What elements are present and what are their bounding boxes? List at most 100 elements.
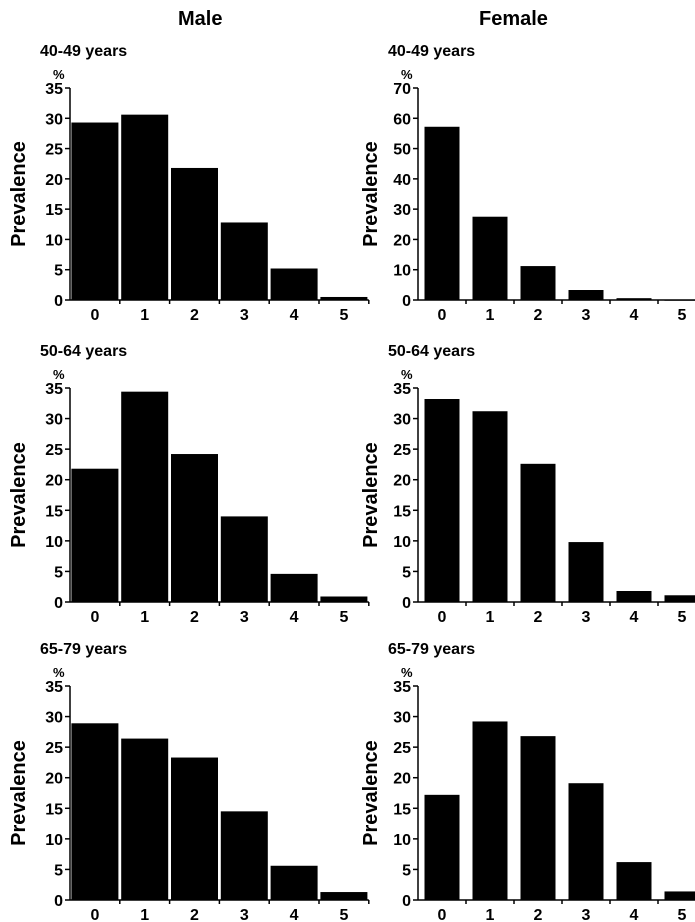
x-tick-label-female-40-49: 4 — [630, 307, 639, 324]
x-tick-label-male-50-64: 3 — [240, 609, 249, 626]
bar-male-65-79-4 — [270, 865, 318, 900]
bar-male-65-79-5 — [320, 892, 368, 900]
y-tick-label-male-50-64: 15 — [45, 503, 63, 520]
y-tick-label-male-40-49: 15 — [45, 202, 63, 219]
bar-female-50-64-2 — [520, 463, 556, 602]
bar-female-40-49-4 — [616, 298, 652, 300]
x-tick-label-female-65-79: 2 — [534, 907, 543, 922]
x-tick-label-female-40-49: 0 — [438, 307, 447, 324]
y-unit-label-male-50-64: % — [53, 367, 65, 382]
y-tick-label-female-65-79: 30 — [393, 710, 411, 727]
y-tick-label-female-65-79: 15 — [393, 801, 411, 818]
bar-female-50-64-0 — [424, 399, 460, 602]
bar-male-65-79-1 — [121, 738, 169, 900]
y-tick-label-female-40-49: 40 — [393, 172, 411, 189]
bar-female-40-49-3 — [568, 290, 604, 300]
bar-female-65-79-3 — [568, 783, 604, 900]
y-tick-label-male-50-64: 20 — [45, 473, 63, 490]
x-tick-label-male-65-79: 1 — [140, 907, 149, 922]
bar-female-50-64-1 — [472, 411, 508, 602]
y-unit-label-female-40-49: % — [401, 67, 413, 82]
y-tick-label-male-50-64: 30 — [45, 412, 63, 429]
x-tick-label-female-40-49: 5 — [678, 307, 687, 324]
y-axis-label-male-65-79: Prevalence — [8, 740, 30, 846]
y-tick-label-male-65-79: 35 — [45, 679, 63, 696]
y-axis-label-female-40-49: Prevalence — [360, 141, 382, 247]
y-unit-label-male-40-49: % — [53, 67, 65, 82]
x-tick-label-female-40-49: 1 — [486, 307, 495, 324]
y-axis-label-female-65-79: Prevalence — [360, 740, 382, 846]
x-tick-label-male-65-79: 5 — [339, 907, 348, 922]
y-tick-label-male-65-79: 30 — [45, 710, 63, 727]
x-tick-label-male-40-49: 2 — [190, 307, 199, 324]
y-tick-label-male-50-64: 25 — [45, 442, 63, 459]
y-tick-label-male-65-79: 20 — [45, 771, 63, 788]
y-tick-label-male-40-49: 5 — [54, 263, 63, 280]
x-tick-label-male-50-64: 0 — [90, 609, 99, 626]
y-tick-label-male-40-49: 0 — [54, 293, 63, 310]
x-tick-label-male-40-49: 5 — [339, 307, 348, 324]
y-tick-label-female-50-64: 15 — [393, 503, 411, 520]
y-tick-label-male-50-64: 5 — [54, 564, 63, 581]
x-tick-label-female-50-64: 3 — [582, 609, 591, 626]
x-tick-label-female-65-79: 3 — [582, 907, 591, 922]
bar-female-50-64-3 — [568, 542, 604, 602]
bar-female-50-64-4 — [616, 590, 652, 602]
bar-female-65-79-1 — [472, 721, 508, 900]
y-tick-label-male-40-49: 30 — [45, 111, 63, 128]
y-tick-label-female-65-79: 35 — [393, 679, 411, 696]
bar-male-40-49-4 — [270, 268, 318, 300]
x-tick-label-male-40-49: 1 — [140, 307, 149, 324]
y-tick-label-male-40-49: 10 — [45, 232, 63, 249]
y-tick-label-female-65-79: 20 — [393, 771, 411, 788]
x-tick-label-female-65-79: 1 — [486, 907, 495, 922]
y-tick-label-female-50-64: 25 — [393, 442, 411, 459]
bar-female-40-49-5 — [664, 299, 695, 301]
y-tick-label-female-65-79: 0 — [402, 893, 411, 910]
y-tick-label-female-65-79: 5 — [402, 862, 411, 879]
column-header-male: Male — [178, 8, 223, 30]
y-tick-label-female-50-64: 5 — [402, 564, 411, 581]
bar-male-50-64-3 — [220, 516, 268, 602]
x-tick-label-male-65-79: 0 — [90, 907, 99, 922]
bar-male-50-64-2 — [171, 454, 218, 602]
y-tick-label-female-40-49: 70 — [393, 81, 411, 98]
panel-title-male-40-49: 40-49 years — [40, 43, 127, 60]
y-tick-label-male-50-64: 0 — [54, 595, 63, 612]
y-tick-label-female-65-79: 10 — [393, 832, 411, 849]
y-tick-label-male-65-79: 15 — [45, 801, 63, 818]
panel-title-male-65-79: 65-79 years — [40, 641, 127, 658]
bar-male-40-49-1 — [121, 114, 169, 300]
y-tick-label-female-40-49: 30 — [393, 202, 411, 219]
x-tick-label-female-50-64: 5 — [678, 609, 687, 626]
y-unit-label-female-50-64: % — [401, 367, 413, 382]
bar-male-65-79-0 — [71, 723, 119, 900]
panel-title-female-65-79: 65-79 years — [388, 641, 475, 658]
x-tick-label-male-50-64: 5 — [339, 609, 348, 626]
bar-male-40-49-2 — [171, 167, 218, 300]
y-tick-label-male-50-64: 35 — [45, 381, 63, 398]
x-tick-label-male-40-49: 4 — [290, 307, 299, 324]
bar-female-65-79-4 — [616, 862, 652, 900]
x-tick-label-male-65-79: 3 — [240, 907, 249, 922]
x-tick-label-male-50-64: 2 — [190, 609, 199, 626]
x-tick-label-female-65-79: 4 — [630, 907, 639, 922]
x-tick-label-female-65-79: 5 — [678, 907, 687, 922]
y-unit-label-male-65-79: % — [53, 665, 65, 680]
bar-male-50-64-5 — [320, 596, 368, 602]
x-tick-label-male-65-79: 2 — [190, 907, 199, 922]
bar-female-40-49-2 — [520, 266, 556, 300]
column-header-female: Female — [479, 8, 548, 30]
y-tick-label-male-40-49: 25 — [45, 142, 63, 159]
y-axis-label-male-40-49: Prevalence — [8, 141, 30, 247]
bar-male-40-49-5 — [320, 296, 368, 300]
y-tick-label-female-40-49: 0 — [402, 293, 411, 310]
x-tick-label-male-40-49: 0 — [90, 307, 99, 324]
y-unit-label-female-65-79: % — [401, 665, 413, 680]
bar-male-40-49-0 — [71, 122, 119, 300]
y-tick-label-female-40-49: 60 — [393, 111, 411, 128]
y-tick-label-female-40-49: 20 — [393, 232, 411, 249]
y-tick-label-male-65-79: 25 — [45, 740, 63, 757]
y-tick-label-male-65-79: 10 — [45, 832, 63, 849]
